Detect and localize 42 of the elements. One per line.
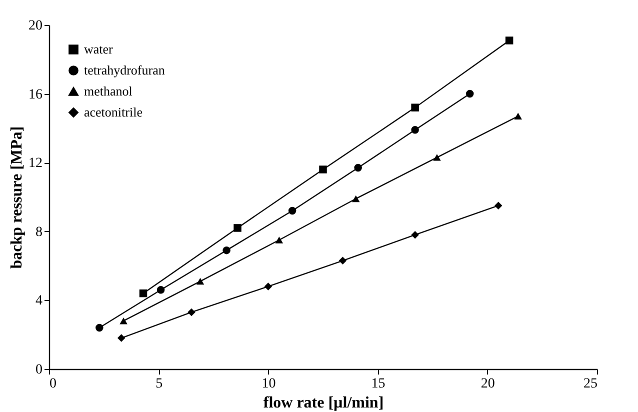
point xyxy=(288,206,296,215)
x-tick-label: 0 xyxy=(50,376,56,392)
point xyxy=(354,164,362,172)
y-tick-label: 4 xyxy=(36,294,42,309)
legend-label: tetrahydrofuran xyxy=(84,62,166,78)
point xyxy=(494,202,502,210)
point xyxy=(319,166,327,174)
legend-label: acetonitrile xyxy=(84,104,143,120)
point xyxy=(466,90,474,98)
point xyxy=(222,246,230,254)
point xyxy=(411,230,419,239)
legend-label: methanol xyxy=(84,84,133,98)
y-tick-label: 8 xyxy=(36,224,42,240)
x-tick-label: 20 xyxy=(480,376,495,392)
point xyxy=(433,154,441,161)
point xyxy=(264,282,272,290)
point xyxy=(234,224,242,232)
point xyxy=(156,286,165,294)
point xyxy=(196,278,204,285)
point xyxy=(338,256,347,265)
legend-label: water xyxy=(84,42,114,56)
x-axis-title: flow rate [µl/min] xyxy=(263,394,384,412)
point xyxy=(275,236,284,244)
point xyxy=(120,317,128,324)
y-tick-label: 20 xyxy=(28,18,42,34)
point xyxy=(117,334,126,342)
point xyxy=(411,104,419,112)
point xyxy=(188,308,196,316)
y-tick-label: 16 xyxy=(28,87,42,102)
point xyxy=(514,112,522,120)
y-axis-title: backp ressure [MPa] xyxy=(8,126,26,269)
point xyxy=(411,126,419,134)
point xyxy=(505,36,514,44)
x-tick-label: 15 xyxy=(371,376,386,392)
y-tick-label: 12 xyxy=(28,156,42,172)
y-tick-label: 0 xyxy=(36,362,42,378)
x-tick-label: 5 xyxy=(156,376,163,392)
point xyxy=(96,324,104,332)
x-tick-label: 25 xyxy=(584,376,598,392)
point xyxy=(139,289,148,298)
x-tick-label: 10 xyxy=(262,376,276,392)
point xyxy=(352,195,360,202)
